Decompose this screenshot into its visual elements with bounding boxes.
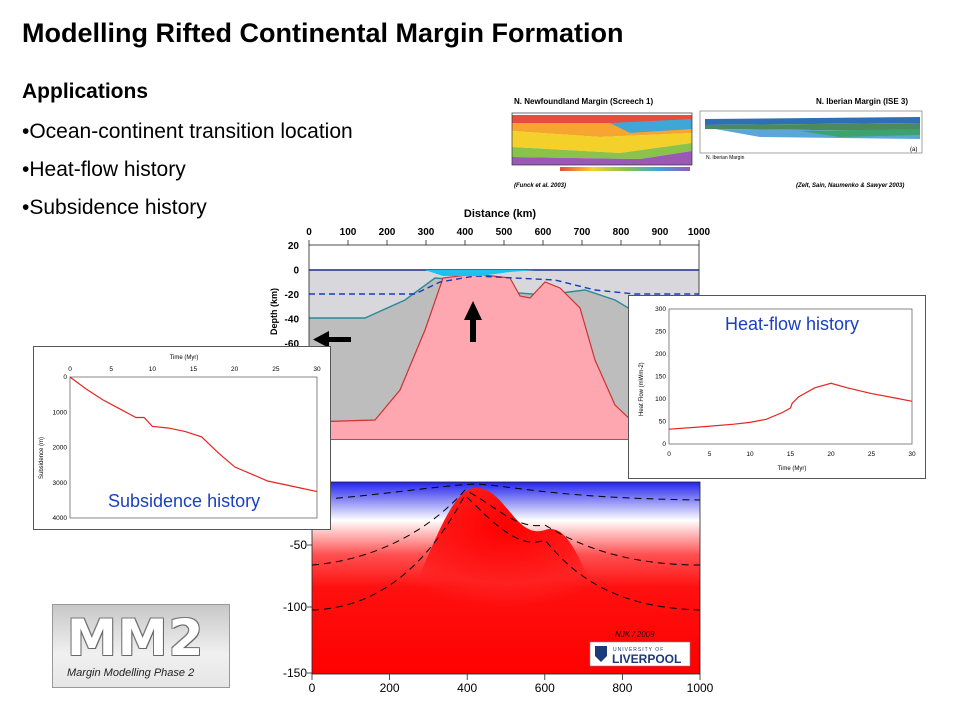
section-x-tick: 200 [379, 227, 396, 238]
section-x-tick: 800 [613, 227, 630, 238]
subsidence-inset: Time (Myr) Subsidence (m) 0 5 10 15 20 25 30 0 1… [33, 346, 331, 530]
section-x-tick: 500 [496, 227, 513, 238]
inset-x-tick: 15 [787, 451, 795, 458]
left-arrow-icon [313, 331, 351, 348]
inset-plot-frame [69, 376, 318, 519]
ref-left-title: N. Newfoundland Margin (Screech 1) [514, 97, 653, 106]
section-y-tick: -40 [285, 315, 300, 326]
subs-xlabel: Time (Myr) [170, 355, 199, 361]
section-x-ticks: 0 100 200 300 400 500 600 700 800 900 1000 [306, 227, 711, 245]
subsidence-label: Subsidence history [108, 491, 260, 511]
heat-xlabel: Time (Myr) [778, 466, 807, 472]
inset-x-tick: 5 [708, 451, 712, 458]
heatflow-label: Heat-flow history [725, 314, 859, 334]
temp-y-tick: -50 [290, 538, 308, 552]
inset-y-tick: 0 [63, 374, 67, 381]
inset-x-tick: 25 [868, 451, 876, 458]
section-x-tick: 900 [652, 227, 669, 238]
temp-x-tick: 0 [309, 681, 316, 695]
section-x-tick: 600 [535, 227, 552, 238]
inset-x-tick: 0 [667, 451, 671, 458]
logo-subtitle: Margin Modelling Phase 2 [67, 667, 195, 679]
ref-right-tag: (a) [910, 147, 917, 153]
section-ylabel: Depth (km) [269, 288, 279, 335]
section-x-tick: 300 [418, 227, 435, 238]
inset-y-tick: 200 [655, 351, 666, 358]
university-name: LIVERPOOL [612, 652, 681, 666]
bullet-ocean-continent: •Ocean-continent transition location [22, 120, 353, 143]
inset-x-tick: 20 [827, 451, 835, 458]
inset-plot-frame [668, 308, 913, 445]
subs-ylabel: Subsidence (m) [39, 437, 45, 479]
inset-x-tick: 10 [149, 366, 157, 373]
section-y-tick: -60 [285, 339, 300, 350]
inset-x-tick: 10 [746, 451, 754, 458]
mm2-logo: MM2 Margin Modelling Phase 2 [52, 604, 230, 688]
heatflow-inset: Heat Flow (mWm-2) Time (Myr) 0 5 10 15 20 25 3… [628, 295, 926, 479]
university-logo: UNIVERSITY OF LIVERPOOL [589, 641, 691, 667]
university-top: UNIVERSITY OF [613, 647, 664, 653]
section-y-tick: -20 [285, 290, 300, 301]
crest-icon [595, 646, 607, 662]
section-x-tick: 0 [306, 227, 312, 238]
inset-x-tick: 0 [68, 366, 72, 373]
temp-x-tick: 400 [457, 681, 477, 695]
heatflow-series-line [668, 382, 913, 430]
temp-x-ticks: 0 200 400 600 800 1000 [309, 674, 714, 695]
section-y-tick: 0 [293, 266, 299, 277]
applications-heading: Applications [22, 80, 149, 103]
section-xlabel: Distance (km) [464, 208, 536, 220]
uplift-arrow-icon [464, 301, 482, 342]
slide-title: Modelling Rifted Continental Margin Form… [22, 18, 624, 48]
inset-y-tick: 50 [659, 419, 667, 426]
section-x-tick: 400 [457, 227, 474, 238]
inset-x-tick: 20 [231, 366, 239, 373]
temp-y-tick: -150 [283, 666, 307, 680]
logo-mark: MM2 [67, 609, 205, 667]
subsidence-series-line [69, 376, 318, 493]
temp-x-tick: 200 [380, 681, 400, 695]
temp-x-tick: 600 [535, 681, 555, 695]
inset-x-tick: 15 [190, 366, 198, 373]
subsidence-chart: Time (Myr) Subsidence (m) 0 5 10 15 20 25 30 0 1… [39, 355, 321, 522]
inset-y-tick: 0 [662, 441, 666, 448]
inset-x-tick: 25 [272, 366, 280, 373]
inset-y-tick: 250 [655, 329, 666, 336]
inset-y-tick: 3000 [53, 480, 68, 487]
section-y-tick: 20 [288, 241, 300, 252]
inset-y-tick: 2000 [53, 445, 68, 452]
bullet-heat-flow: •Heat-flow history [22, 158, 186, 181]
inset-y-tick: 100 [655, 396, 666, 403]
ref-left-section [511, 112, 693, 171]
inset-y-tick: 150 [655, 374, 666, 381]
section-x-tick: 700 [574, 227, 591, 238]
inset-y-tick: 4000 [53, 515, 68, 522]
credit-text: NJK / 2009 [615, 630, 655, 639]
temp-y-ticks: -50 -100 -150 [283, 538, 312, 680]
ref-right-citation: (Zelt, Sain, Naumenko & Sawyer 2003) [796, 183, 904, 189]
temp-x-tick: 800 [612, 681, 632, 695]
temperature-section: 0 200 400 600 800 1000 -50 -100 -150 NJK / 2009… [283, 481, 714, 695]
reference-velocity-models: N. Newfoundland Margin (Screech 1) (Func… [511, 97, 923, 189]
section-x-tick: 100 [340, 227, 357, 238]
inset-x-tick: 30 [908, 451, 916, 458]
ref-right-sub: N. Iberian Margin [706, 155, 745, 161]
heat-ylabel: Heat Flow (mWm-2) [639, 362, 645, 416]
inset-y-tick: 300 [655, 306, 666, 313]
inset-x-tick: 5 [109, 366, 113, 373]
temp-y-tick: -100 [283, 600, 307, 614]
heatflow-chart: Heat Flow (mWm-2) Time (Myr) 0 5 10 15 20 25 3… [639, 306, 916, 472]
section-y-ticks: 20 0 -20 -40 -60 [285, 241, 300, 350]
ref-right-section: N. Iberian Margin (a) [699, 110, 923, 161]
inset-x-tick: 30 [313, 366, 321, 373]
temp-x-tick: 1000 [687, 681, 714, 695]
inset-y-tick: 1000 [53, 409, 68, 416]
ref-left-citation: (Funck et al. 2003) [514, 183, 566, 189]
bullet-subsidence: •Subsidence history [22, 196, 207, 219]
section-x-tick: 1000 [688, 227, 711, 238]
ref-right-title: N. Iberian Margin (ISE 3) [816, 97, 908, 106]
